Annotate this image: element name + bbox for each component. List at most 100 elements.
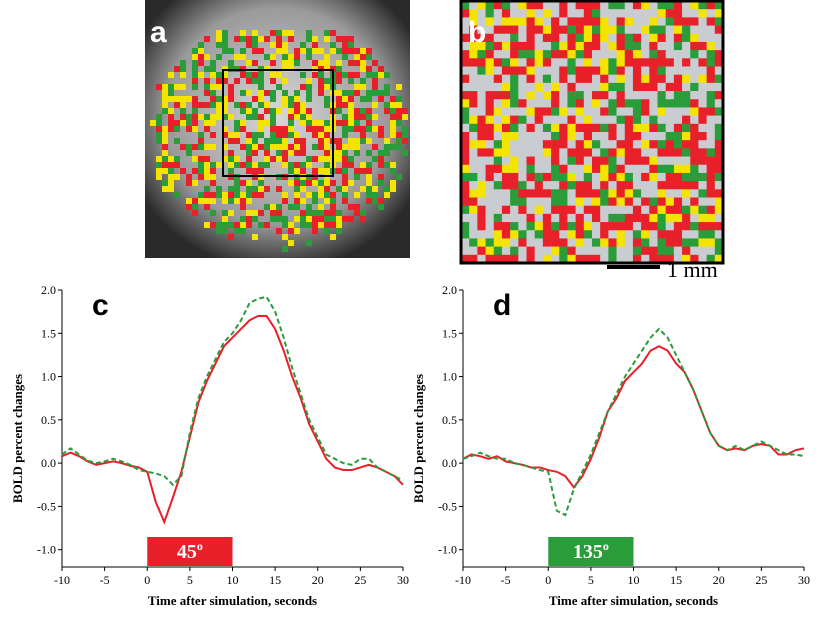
activation-pixel [204, 162, 210, 168]
activation-pixel [469, 9, 478, 18]
activation-pixel [542, 140, 552, 149]
activation-pixel [682, 148, 691, 157]
activation-pixel [616, 213, 626, 223]
activation-pixel [390, 126, 396, 132]
activation-pixel [300, 84, 306, 90]
activation-pixel [252, 144, 258, 150]
activation-pixel [575, 140, 585, 149]
activation-pixel [294, 150, 300, 156]
activation-pixel [294, 132, 300, 138]
activation-pixel [192, 48, 198, 54]
activation-pixel [600, 156, 609, 166]
activation-pixel [600, 82, 609, 92]
activation-pixel [608, 148, 617, 157]
activation-pixel [180, 144, 186, 150]
activation-pixel [698, 74, 707, 84]
activation-pixel [240, 48, 246, 54]
activation-pixel [258, 102, 264, 108]
activation-pixel [342, 216, 348, 222]
activation-pixel [706, 82, 716, 92]
activation-pixel [632, 66, 642, 75]
activation-pixel [657, 17, 666, 26]
activation-pixel [174, 174, 180, 180]
activation-pixel [592, 246, 601, 256]
activation-pixel [270, 60, 276, 66]
activation-pixel [461, 156, 470, 166]
activation-pixel [162, 180, 168, 186]
activation-pixel [501, 17, 511, 26]
activation-pixel [665, 254, 675, 264]
activation-pixel [518, 50, 527, 59]
activation-pixel [485, 140, 495, 149]
activation-pixel [690, 148, 699, 157]
activation-pixel [390, 96, 396, 102]
activation-pixel [306, 204, 312, 210]
activation-pixel [168, 180, 174, 186]
activation-pixel [551, 164, 560, 174]
activation-pixel [312, 120, 318, 126]
activation-pixel [318, 186, 324, 192]
activation-pixel [360, 168, 366, 174]
activation-pixel [592, 164, 601, 174]
activation-pixel [559, 222, 568, 231]
activation-pixel [624, 132, 634, 141]
activation-pixel [318, 168, 324, 174]
activation-pixel [282, 138, 288, 144]
activation-pixel [318, 144, 324, 150]
activation-pixel [632, 230, 642, 239]
activation-pixel [649, 115, 658, 125]
activation-pixel [632, 140, 642, 149]
activation-pixel [657, 33, 666, 43]
activation-pixel [174, 96, 180, 102]
activation-pixel [294, 108, 300, 114]
activation-pixel [312, 192, 318, 198]
activation-pixel [632, 197, 642, 206]
activation-pixel [592, 172, 601, 182]
activation-pixel [318, 156, 324, 162]
activation-pixel [162, 168, 168, 174]
activation-pixel [156, 132, 162, 138]
activation-pixel [282, 30, 288, 36]
activation-pixel [493, 156, 503, 166]
activation-pixel [378, 156, 384, 162]
activation-pixel [632, 164, 642, 174]
activation-pixel [461, 107, 470, 116]
activation-pixel [698, 50, 707, 59]
activation-pixel [526, 156, 535, 166]
activation-pixel [210, 192, 216, 198]
activation-pixel [624, 107, 634, 116]
activation-pixel [222, 132, 228, 138]
activation-pixel [657, 107, 666, 116]
activation-pixel [264, 150, 270, 156]
activation-pixel [534, 115, 544, 125]
activation-pixel [526, 66, 535, 75]
activation-pixel [649, 254, 658, 264]
activation-pixel [204, 102, 210, 108]
activation-pixel [312, 42, 318, 48]
activation-pixel [567, 181, 576, 190]
activation-pixel [649, 33, 658, 43]
activation-pixel [501, 156, 511, 166]
activation-pixel [665, 222, 675, 231]
activation-pixel [336, 228, 342, 234]
activation-pixel [318, 90, 324, 96]
activation-pixel [600, 132, 609, 141]
activation-pixel [624, 115, 634, 125]
activation-pixel [690, 115, 699, 125]
activation-pixel [306, 96, 312, 102]
activation-pixel [665, 181, 675, 190]
activation-pixel [616, 66, 626, 75]
activation-pixel [216, 114, 222, 120]
activation-pixel [501, 254, 511, 264]
activation-pixel [469, 181, 478, 190]
activation-pixel [264, 54, 270, 60]
activation-pixel [493, 91, 503, 100]
panel-b [459, 0, 725, 265]
activation-pixel [575, 189, 585, 198]
activation-pixel [706, 213, 716, 223]
activation-pixel [551, 25, 560, 35]
activation-pixel [641, 172, 650, 182]
activation-pixel [477, 9, 486, 18]
activation-pixel [336, 168, 342, 174]
activation-pixel [222, 30, 228, 36]
